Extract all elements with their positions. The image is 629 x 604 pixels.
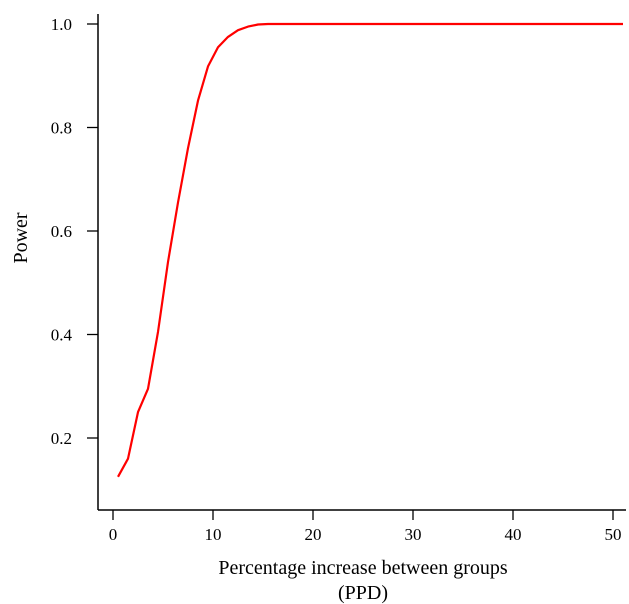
y-tick-label: 0.8 [51,119,72,138]
x-tick-label: 0 [109,525,118,544]
x-tick-label: 40 [505,525,522,544]
y-tick-label: 0.6 [51,222,72,241]
x-tick-label: 20 [305,525,322,544]
series-layer [117,22,623,478]
y-axis-title: Power [10,212,32,263]
power-series-line [117,22,623,478]
y-tick-label: 0.4 [51,326,73,345]
x-tick-label: 50 [605,525,622,544]
x-tick-label: 30 [405,525,422,544]
x-tick-label: 10 [205,525,222,544]
y-axis-ticks: 0.2 0.4 0.6 0.8 1.0 [51,15,98,448]
x-axis-title-line-1: Percentage increase between groups [218,557,508,579]
y-tick-label: 0.2 [51,429,72,448]
x-axis-ticks: 0 10 20 30 40 50 [109,510,622,544]
y-tick-label: 1.0 [51,15,72,34]
x-axis-title-line-2: (PPD) [338,582,388,604]
